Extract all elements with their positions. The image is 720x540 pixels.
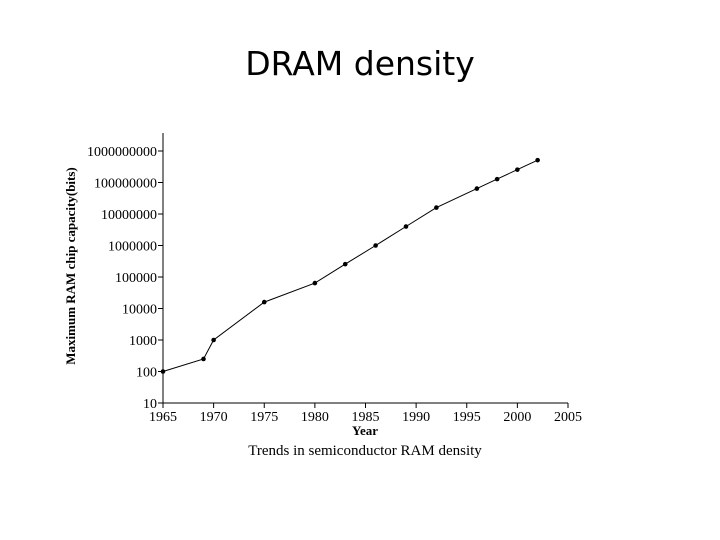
data-point xyxy=(434,205,439,210)
data-point xyxy=(515,167,520,172)
plot-area: 10 100 1000 10000 100000 1000000 10000000 10000… xyxy=(87,133,582,425)
x-axis-label: Year xyxy=(352,423,378,438)
x-tick-label: 2005 xyxy=(554,410,582,425)
y-tick-label: 10000000 xyxy=(101,208,157,223)
data-point xyxy=(535,157,540,163)
data-point xyxy=(160,369,166,374)
data-point xyxy=(312,280,318,286)
y-tick-label: 1000 xyxy=(129,334,157,349)
data-point xyxy=(342,261,348,267)
data-point xyxy=(211,337,216,343)
data-point xyxy=(494,176,500,182)
x-tick-label: 1970 xyxy=(200,410,228,425)
y-tick-label: 1000000000 xyxy=(87,145,157,160)
x-axis-ticks: 1965 1970 1975 1980 1985 1990 1995 2000 2005 xyxy=(149,403,582,425)
x-tick-label: 1995 xyxy=(453,410,481,425)
chart-caption: Trends in semiconductor RAM density xyxy=(248,443,482,459)
series-line xyxy=(162,159,538,372)
y-axis-ticks: 10 100 1000 10000 100000 1000000 10000000 10000… xyxy=(87,145,163,412)
x-tick-label: 1975 xyxy=(250,410,278,425)
y-tick-label: 10 xyxy=(143,397,157,412)
x-tick-label: 2000 xyxy=(503,410,531,425)
y-tick-label: 100000000 xyxy=(94,177,157,192)
data-point xyxy=(474,186,480,191)
x-tick-label: 1985 xyxy=(352,410,380,425)
data-points xyxy=(160,157,540,374)
y-axis-label: Maximum RAM chip capacity(bits) xyxy=(63,167,78,365)
data-point xyxy=(403,224,409,229)
x-tick-label: 1980 xyxy=(301,410,329,425)
data-point xyxy=(261,299,267,305)
x-tick-label: 1965 xyxy=(149,410,177,425)
x-tick-label: 1990 xyxy=(402,410,430,425)
data-point xyxy=(201,356,206,362)
y-tick-label: 10000 xyxy=(122,303,157,318)
data-point xyxy=(373,243,378,248)
y-tick-label: 100000 xyxy=(115,271,157,286)
slide-title: DRAM density xyxy=(245,44,475,83)
y-tick-label: 100 xyxy=(136,366,157,381)
y-tick-label: 1000000 xyxy=(108,240,157,255)
